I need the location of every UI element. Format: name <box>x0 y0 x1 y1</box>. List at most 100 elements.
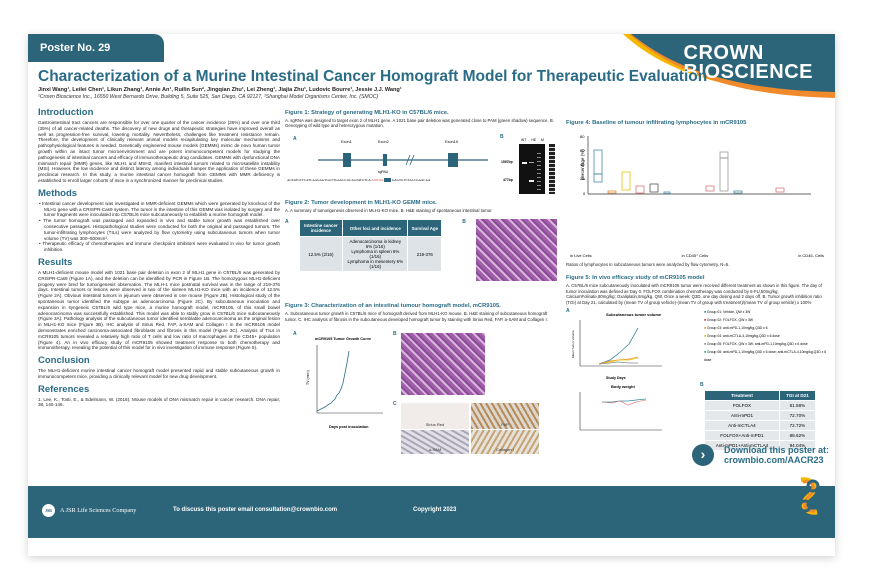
legend-label: Group 04: anti-mCTLA-4,10mg/kg,Q3D x 6 d… <box>707 334 780 339</box>
table-cell: 88.62% <box>778 430 817 442</box>
table-cell: FOLFOX <box>704 400 780 412</box>
company-tagline: A JSR Life Sciences Company <box>60 507 137 514</box>
panel-label-b: B <box>393 331 397 338</box>
lane-he: HE <box>531 137 536 142</box>
group-label: in CD45⁺ Cells <box>681 253 709 258</box>
band-1597bp: 1597bp <box>501 159 513 164</box>
text-column: Introduction Gastrointestinal tract canc… <box>38 107 280 412</box>
references-heading: References <box>38 383 90 395</box>
crown-swirl-icon <box>798 477 820 515</box>
tumor-growth-curve-chart: TV (mm³) <box>306 345 383 414</box>
ihc-label: α-SAM <box>428 447 442 453</box>
brand-header: CROWN BIOSCIENCE <box>605 34 835 116</box>
tumor-volume-chart-title: Subcutaneous tumor volume <box>606 312 662 318</box>
treatment-legend: ■ Group 01: Vehicle, QW x 3W ■ Group 02:… <box>704 308 828 364</box>
results-text: A MLH1-deficient mouse model with 1021 b… <box>38 269 280 351</box>
contact-email-text: To discuss this poster email consultatio… <box>173 507 338 513</box>
group-label: in CD45- Cells <box>798 253 824 258</box>
methods-heading: Methods <box>38 187 78 199</box>
gel-lane-labels: WT HE M <box>521 138 544 142</box>
table-header: Intestine cancer incidence <box>298 219 344 238</box>
table-row: 12.5% (2/16) Adenocarcinoma in kidney 6%… <box>298 236 443 273</box>
table-cell: FOLFOX+Anti-mPD1 <box>704 430 780 442</box>
methods-bullet: • Therapeutic efficacy of chemotherapies… <box>39 241 280 253</box>
exon1-label: Exon1 <box>341 139 352 144</box>
tumorigenesis-table: Intestine cancer incidence Other loci an… <box>298 219 443 273</box>
jsr-logo-icon: JSR <box>42 504 55 517</box>
legend-item: ■ Group 01: Vehicle, QW x 3W <box>704 310 751 315</box>
methods-bullet-text: The tumor homograft was passaged and exp… <box>43 218 280 241</box>
growth-curve-xlabel: Days post inoculation <box>329 425 369 430</box>
til-box-plot-chart: percentage (%) 80 60 40 20 0 <box>580 134 811 196</box>
legend-label: Group 02: FOLFOX, QW x 3W <box>707 318 753 323</box>
figure-1-caption: A. sgRNA was designed to target exon 2 o… <box>285 118 554 129</box>
results-heading: Results <box>38 256 73 268</box>
footer-bar: JSR A JSR Life Sciences Company To discu… <box>28 486 835 538</box>
svg-text:TV (mm³): TV (mm³) <box>306 370 310 385</box>
methods-bullet-text: Intestinal cancer development was invest… <box>42 200 280 218</box>
figure-5-caption: A. C57BL/6 mice subcutaneously inoculate… <box>566 283 822 305</box>
legend-label: Group 01: Vehicle, QW x 3W <box>707 310 751 315</box>
introduction-heading: Introduction <box>38 107 94 118</box>
exon2-label: Exon2 <box>378 139 389 144</box>
table-cell: Adenocarcinoma in kidney 6% (1/16) Lymph… <box>342 236 409 273</box>
table-header: TGI at D21 <box>778 390 817 402</box>
table-cell: 219-376 <box>407 236 443 273</box>
ihc-asam-image: α-SAM <box>401 430 469 455</box>
authors: Jinxi Wang¹, Leilei Chen¹, Likun Zhang¹,… <box>38 87 402 93</box>
download-text[interactable]: Download this poster at: crownbio.com/AA… <box>724 445 829 465</box>
panel-label-b: B <box>700 382 704 389</box>
methods-bullet: • Intestinal cancer development was inve… <box>39 200 280 218</box>
legend-item: ■ Group 04: anti-mCTLA-4,10mg/kg,Q3D x 6… <box>704 334 780 339</box>
header-swoosh-shape <box>623 34 835 98</box>
svg-text:Mean Tumor Volume: Mean Tumor Volume <box>571 330 575 358</box>
tumor-volume-line-chart: Mean Tumor Volume <box>571 320 662 367</box>
ihc-label: Sirius Red <box>425 422 445 428</box>
table-cell: 61.58% <box>778 400 817 412</box>
sequence-right: GAGTGTCTACCGAACAA <box>391 177 431 182</box>
lane-m: M <box>541 137 544 142</box>
download-line-1: Download this poster at: <box>724 445 830 455</box>
ihc-label: Collagen I <box>495 447 514 453</box>
table-row: FOLFOX 61.58% <box>704 400 817 412</box>
ihc-label: FAP <box>501 422 509 428</box>
logo-line-1: CROWN <box>683 42 764 64</box>
copyright-text: Copyright 2023 <box>413 507 457 513</box>
table-cell: 72.72% <box>778 420 817 432</box>
legend-item: ■ Group 02: FOLFOX, QW x 3W <box>704 318 753 323</box>
exon19-label: Exon19 <box>445 139 458 144</box>
figure-5-panels: A Subcutaneous tumor volume Mean Tumor V… <box>566 308 828 452</box>
methods-bullet-text: Therapeutic efficacy of chemotherapies a… <box>42 241 280 253</box>
body-weight-line-chart <box>579 392 662 431</box>
figure-3-caption: A. Subcutaneous tumor growth in C57BL/6 … <box>285 311 548 322</box>
figure-4-caption: Ratios of lymphocytes in subcutaneous tu… <box>566 262 730 267</box>
dna-sequence: AGTATGTTCATCAAGAGTGGTTGAGCCACAGTATGTCA Δ… <box>287 177 431 182</box>
svg-text:40: 40 <box>580 162 585 167</box>
poster: Poster No. 29 CROWN BIOSCIENCE Character… <box>28 34 835 556</box>
svg-text:60: 60 <box>580 148 585 153</box>
affiliations: ¹Crown Bioscience Inc., 16550 West Berna… <box>38 94 379 100</box>
figure-3-title: Figure 3: Characterization of an intesti… <box>285 303 501 310</box>
figure-3-panels: A mCR9105 Tumor Growth Curve TV (mm³) Da… <box>285 325 557 455</box>
table-row: Anti-mPD1 72.70% <box>704 410 817 422</box>
figure-2-title: Figure 2: Tumor development in MLH1-KO G… <box>285 199 437 206</box>
table-row: FOLFOX+Anti-mPD1 88.62% <box>704 430 817 442</box>
table-cell: Anti-mPD1 <box>704 410 780 422</box>
figure-4-title: Figure 4: Baseline of tumour infiltratin… <box>566 120 747 126</box>
table-header: Other loci and incidence <box>342 219 409 238</box>
chevron-right-icon[interactable]: › <box>692 444 714 466</box>
table-header: Treatment <box>704 390 780 402</box>
download-poster-link[interactable]: › Download this poster at: crownbio.com/… <box>692 444 829 466</box>
gel-image <box>519 143 545 194</box>
panel-label-b: B <box>500 133 504 140</box>
body-weight-chart-title: Body weight <box>611 384 635 390</box>
legend-label: Group 03: anti-mPD-1,10mg/kg,Q3D x 6 <box>707 326 768 331</box>
ihc-collagen-image: Collagen I <box>471 430 539 455</box>
svg-text:20: 20 <box>580 176 585 181</box>
download-url[interactable]: crownbio.com/AACR23 <box>724 455 824 465</box>
table-header: Survival Age <box>407 219 443 238</box>
panel-label-a: A <box>293 331 297 338</box>
he-stain-image <box>475 219 557 282</box>
ihc-sirius-red-image: Sirius Red <box>401 403 469 430</box>
methods-bullet: • The tumor homograft was passaged and e… <box>39 218 280 241</box>
